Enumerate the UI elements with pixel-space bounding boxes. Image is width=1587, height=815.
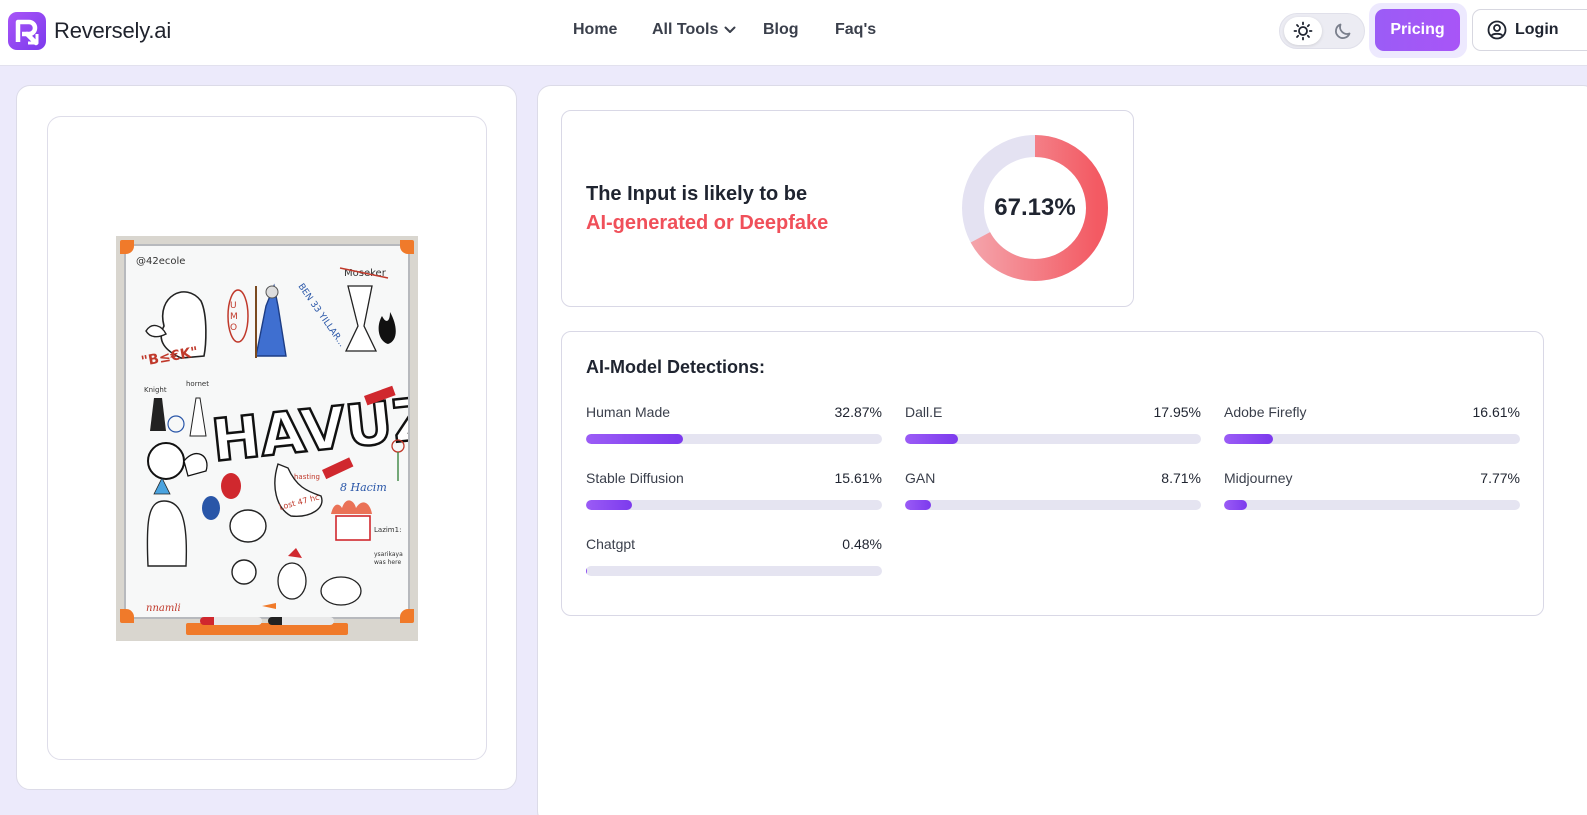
svg-text:hasting: hasting [294,473,320,481]
whiteboard-surface: @42ecole U M O BEN 33 YILLAR... Moseker [124,244,439,619]
svg-text:was here: was here [374,559,401,566]
login-button[interactable]: Login [1472,9,1587,51]
detection-bar-track [905,434,1201,444]
nav-all-tools-menu[interactable]: All Tools [652,21,736,39]
svg-text:Knight: Knight [144,386,167,394]
detection-item-dalle: Dall.E 17.95% [905,404,1201,448]
detection-bar-fill [586,434,684,444]
nav-blog-link[interactable]: Blog [763,21,799,38]
detection-name: Dall.E [905,404,943,420]
detection-name: Stable Diffusion [586,470,684,486]
brand-logo[interactable]: Reversely.ai [8,12,171,50]
detection-value: 17.95% [1153,404,1201,420]
detection-bar-track [905,500,1201,510]
detection-value: 0.48% [842,536,882,552]
detection-name: Human Made [586,404,671,420]
theme-toggle [1279,13,1365,49]
detection-bar-fill [905,434,959,444]
svg-text:ysarikaya: ysarikaya [374,551,403,558]
svg-text:O: O [230,323,237,333]
detection-value: 16.61% [1472,404,1520,420]
detection-bar-track [586,434,882,444]
svg-text:hornet: hornet [186,380,209,388]
detection-value: 8.71% [1161,470,1201,486]
brand-name: Reversely.ai [54,18,172,43]
detection-name: Midjourney [1224,470,1293,486]
verdict-heading: The Input is likely to be [586,183,808,205]
black-marker [268,617,334,625]
login-label: Login [1515,21,1559,38]
detection-value: 32.87% [834,404,882,420]
verdict-card: The Input is likely to be AI-generated o… [561,110,1134,307]
svg-text:M: M [230,312,238,322]
detection-bar-fill [586,566,588,576]
top-navbar: Reversely.ai Home All Tools Blog Faq's [0,0,1587,66]
ai-probability-value: 67.13% [994,194,1076,221]
detection-bar-fill [1224,500,1247,510]
donut-arc [962,135,1108,281]
chevron-down-icon [724,26,736,33]
detection-name: Chatgpt [586,536,636,552]
ai-probability-donut [962,135,1108,281]
pricing-button[interactable]: Pricing [1375,9,1460,51]
svg-text:@42ecole: @42ecole [136,256,185,267]
image-frame: @42ecole U M O BEN 33 YILLAR... Moseker [47,116,487,760]
detection-item-human-made: Human Made 32.87% [586,404,882,448]
nav-faqs-link[interactable]: Faq's [835,21,877,38]
detection-name: GAN [905,470,936,486]
detection-item-gan: GAN 8.71% [905,470,1201,514]
detection-value: 7.77% [1480,470,1520,486]
board-corner [120,609,134,623]
nav-all-tools-label: All Tools [652,21,719,38]
detection-bar-track [586,500,882,510]
model-detections-card: AI-Model Detections: Human Made 32.87% D… [561,331,1544,616]
detection-value: 15.61% [834,470,882,486]
image-preview-panel: @42ecole U M O BEN 33 YILLAR... Moseker [16,85,517,790]
detection-name: Adobe Firefly [1224,404,1307,420]
whiteboard-doodles: @42ecole U M O BEN 33 YILLAR... Moseker [136,256,439,614]
detection-bar-fill [905,500,931,510]
svg-text:"B≤€K": "B≤€K" [140,344,199,370]
svg-text:U: U [230,301,237,311]
nav-home-link[interactable]: Home [573,21,618,38]
svg-text:nnamli: nnamli [146,603,181,614]
moon-icon [1335,23,1351,39]
user-circle-icon [1487,20,1507,40]
detection-item-adobe-firefly: Adobe Firefly 16.61% [1224,404,1520,448]
sun-icon [1293,21,1313,41]
reversely-logo-icon [8,12,46,50]
uploaded-image: @42ecole U M O BEN 33 YILLAR... Moseker [116,236,439,641]
dark-mode-button[interactable] [1324,17,1362,45]
detection-bar-track [1224,434,1520,444]
board-corner [400,240,414,254]
board-corner [400,609,414,623]
detection-bar-track [1224,500,1520,510]
light-mode-button[interactable] [1284,17,1322,45]
detection-bar-fill [586,500,633,510]
svg-text:8 Hacim: 8 Hacim [340,481,387,494]
marker-tray [186,617,348,635]
svg-text:BEN 33 YILLAR...: BEN 33 YILLAR... [296,282,347,349]
board-corner [120,240,134,254]
detections-title: AI-Model Detections: [586,357,766,377]
verdict-label: AI-generated or Deepfake [586,212,829,234]
detection-item-chatgpt: Chatgpt 0.48% [586,536,882,580]
svg-text:Lazim1:: Lazim1: [374,526,401,534]
red-marker [200,617,262,625]
detection-item-stable-diffusion: Stable Diffusion 15.61% [586,470,882,514]
detection-item-midjourney: Midjourney 7.77% [1224,470,1520,514]
detection-bar-fill [1224,434,1274,444]
detection-bar-track [586,566,882,576]
